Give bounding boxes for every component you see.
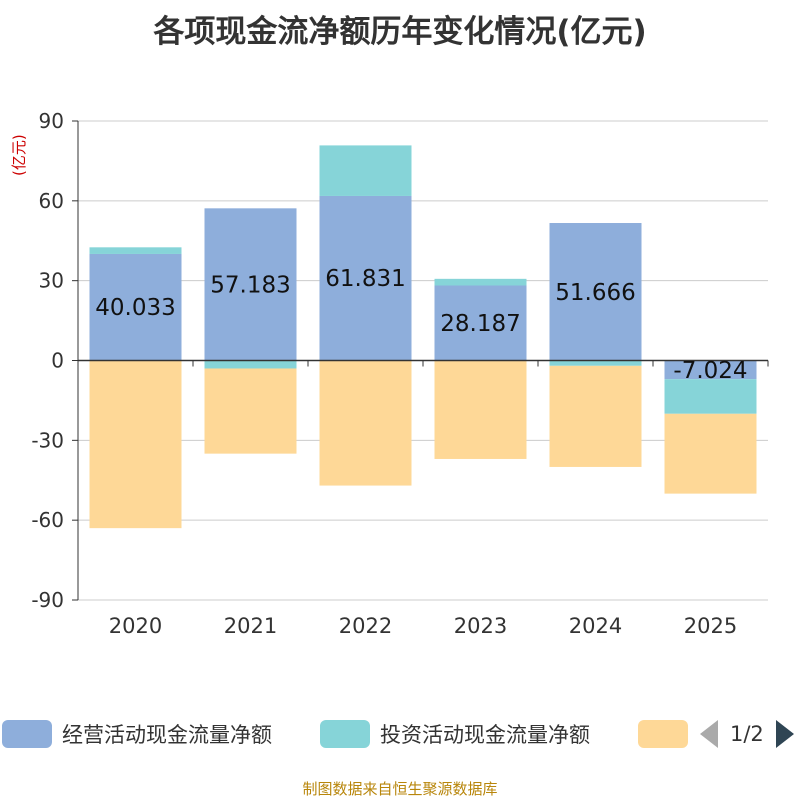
data-label: 61.831 xyxy=(325,266,405,292)
legend: 经营活动现金流量净额 投资活动现金流量净额 xyxy=(0,716,800,756)
chart-title: 各项现金流净额历年变化情况(亿元) xyxy=(153,14,647,50)
bar-operating xyxy=(664,360,757,380)
bar-financing xyxy=(204,368,297,454)
bar-operating xyxy=(549,223,642,361)
y-tick-label: -60 xyxy=(31,508,64,532)
legend-item-investing[interactable]: 投资活动现金流量净额 xyxy=(320,716,590,752)
bar-chart: 90 60 30 0 -30 -60 -90 40.033 57.183 61.831 28.187… xyxy=(31,109,769,638)
y-tick-label: 0 xyxy=(51,349,64,373)
x-tick-label: 2024 xyxy=(569,614,622,638)
legend-next-arrow-icon[interactable] xyxy=(775,720,794,748)
data-label: 51.666 xyxy=(555,280,635,306)
bar-operating xyxy=(319,195,412,361)
legend-item-operating[interactable]: 经营活动现金流量净额 xyxy=(2,716,272,752)
bar-financing xyxy=(89,360,182,529)
legend-label-investing: 投资活动现金流量净额 xyxy=(380,723,590,747)
bar-financing xyxy=(319,360,412,486)
y-tick-label: -30 xyxy=(31,428,64,452)
x-tick-label: 2025 xyxy=(684,614,737,638)
bar-investing xyxy=(319,145,412,196)
legend-page-indicator: 1/2 xyxy=(730,722,764,746)
bar-financing xyxy=(549,365,642,467)
x-tick-label: 2022 xyxy=(339,614,392,638)
legend-label-operating: 经营活动现金流量净额 xyxy=(62,723,272,747)
y-tick-label: -90 xyxy=(31,588,64,612)
legend-swatch-operating xyxy=(2,720,52,748)
bar-operating xyxy=(89,253,182,361)
bar-investing xyxy=(434,278,527,286)
legend-pager: 1/2 xyxy=(700,716,794,752)
y-tick-label: 90 xyxy=(39,109,64,133)
bar-operating xyxy=(434,285,527,361)
bar-investing xyxy=(204,360,297,369)
data-source-footer: 制图数据来自恒生聚源数据库 xyxy=(302,780,498,798)
bar-operating xyxy=(204,208,297,361)
data-label: 57.183 xyxy=(210,272,290,298)
legend-item-financing[interactable] xyxy=(638,716,698,752)
data-label: -7.024 xyxy=(673,358,747,384)
bar-investing xyxy=(89,247,182,254)
y-tick-label: 60 xyxy=(39,189,64,213)
bar-investing xyxy=(664,379,757,414)
x-tick-label: 2023 xyxy=(454,614,507,638)
x-tick-label: 2021 xyxy=(224,614,277,638)
legend-prev-arrow-icon[interactable] xyxy=(700,720,718,748)
y-tick-label: 30 xyxy=(39,269,64,293)
bar-financing xyxy=(434,360,527,459)
bar-investing xyxy=(549,360,642,366)
data-label: 40.033 xyxy=(95,295,175,321)
legend-swatch-investing xyxy=(320,720,370,748)
data-label: 28.187 xyxy=(440,311,520,337)
x-tick-label: 2020 xyxy=(109,614,162,638)
legend-swatch-financing xyxy=(638,720,688,748)
bar-financing xyxy=(664,413,757,494)
